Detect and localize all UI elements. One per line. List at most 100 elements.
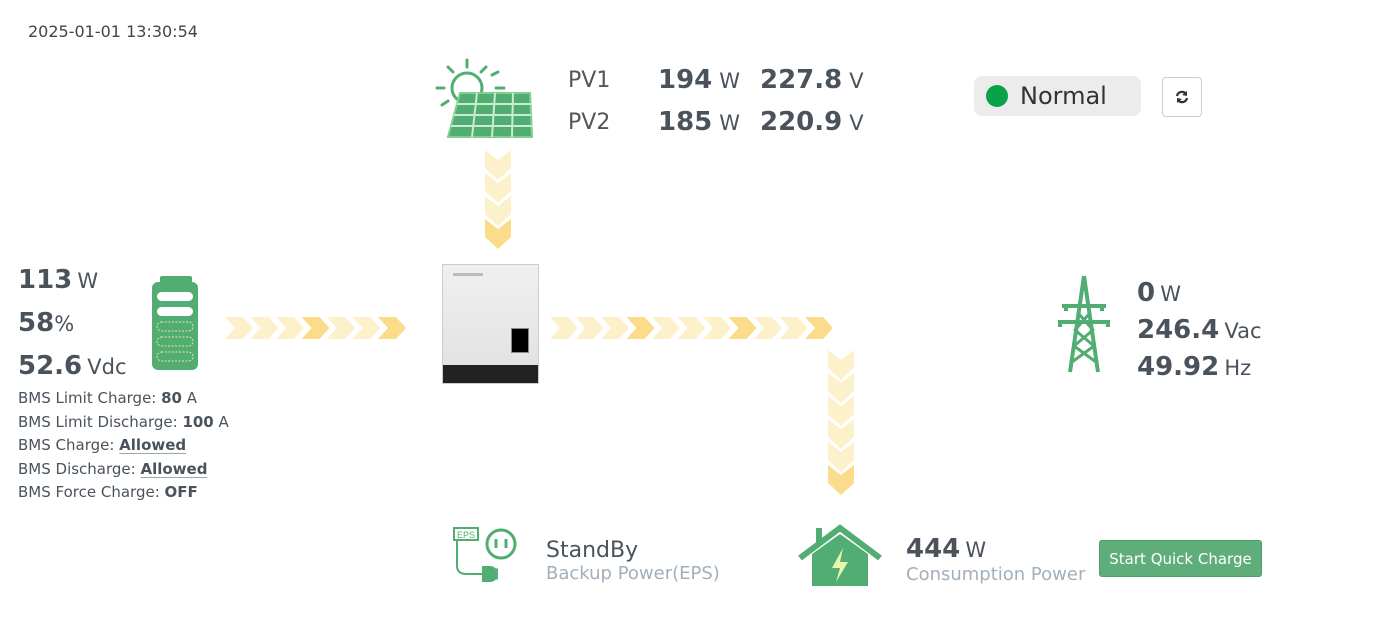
flow-chevron bbox=[677, 317, 706, 339]
consumption-info: 444 W Consumption Power bbox=[906, 534, 1085, 585]
flow-chevron bbox=[828, 396, 854, 426]
status-dot-icon bbox=[986, 85, 1008, 107]
bms-limit-discharge-label: BMS Limit Discharge: bbox=[18, 412, 183, 431]
battery-power-unit: W bbox=[77, 269, 99, 293]
bms-charge-value: Allowed bbox=[119, 436, 187, 454]
battery-voltage: 52.6 bbox=[18, 351, 83, 381]
pv2-power: 185 bbox=[658, 107, 713, 137]
status-badge: Normal bbox=[974, 76, 1141, 116]
flow-chevron bbox=[754, 317, 782, 339]
pv2-voltage: 220.9 bbox=[760, 107, 843, 137]
bms-force-charge-label: BMS Force Charge: bbox=[18, 483, 165, 501]
inverter-base bbox=[443, 365, 538, 383]
house-icon bbox=[798, 524, 882, 586]
grid-frequency-unit: Hz bbox=[1224, 356, 1252, 380]
eps-plug-icon: EPS bbox=[453, 527, 517, 582]
bms-limit-charge-label: BMS Limit Charge: bbox=[18, 389, 162, 407]
consumption-power-unit: W bbox=[965, 538, 987, 562]
refresh-icon bbox=[1175, 90, 1189, 104]
flow-chevron bbox=[352, 317, 381, 339]
flow-chevron bbox=[703, 317, 731, 339]
pv1-voltage: 227.8 bbox=[760, 65, 843, 95]
battery-power: 113 bbox=[18, 265, 73, 295]
grid-power: 0 bbox=[1137, 278, 1156, 308]
grid-power-unit: W bbox=[1160, 282, 1181, 306]
grid-frequency: 49.92 bbox=[1137, 352, 1220, 382]
consumption-power: 444 bbox=[906, 534, 961, 564]
flow-chevron bbox=[728, 317, 757, 339]
flow-chevron bbox=[601, 317, 629, 339]
inverter-display bbox=[511, 328, 529, 353]
eps-info: StandBy Backup Power(EPS) bbox=[546, 538, 720, 584]
bms-force-charge: BMS Force Charge: OFF bbox=[18, 481, 229, 505]
pv1-power: 194 bbox=[658, 65, 713, 95]
flow-chevron bbox=[276, 317, 304, 339]
load-flow-arrow bbox=[828, 350, 854, 495]
pv2-row: PV2 185 W 220.9 V bbox=[568, 101, 864, 143]
flow-chevron bbox=[225, 317, 253, 339]
flow-chevron bbox=[805, 317, 833, 339]
pv1-voltage-unit: V bbox=[849, 69, 864, 93]
flow-chevron bbox=[485, 196, 511, 226]
grid-tower-icon bbox=[1058, 275, 1110, 373]
pv-flow-arrow bbox=[485, 150, 511, 249]
bms-limit-discharge-value: 100 bbox=[182, 412, 214, 431]
pv-readings: PV1 194 W 227.8 V PV2 185 W 220.9 V bbox=[568, 59, 864, 143]
grid-voltage: 246.4 bbox=[1137, 315, 1220, 345]
bms-charge-label: BMS Charge: bbox=[18, 436, 120, 454]
bms-limit-charge-value: 80 bbox=[161, 389, 182, 407]
eps-label: Backup Power(EPS) bbox=[546, 563, 720, 584]
battery-soc-unit: % bbox=[54, 312, 75, 336]
pv2-voltage-unit: V bbox=[849, 111, 864, 135]
bms-discharge-label: BMS Discharge: bbox=[18, 459, 141, 478]
flow-chevron bbox=[828, 350, 854, 380]
pv2-power-unit: W bbox=[719, 111, 741, 135]
flow-chevron bbox=[828, 465, 854, 495]
bms-limit-charge: BMS Limit Charge: 80 A bbox=[18, 387, 229, 411]
bms-charge: BMS Charge: Allowed bbox=[18, 434, 229, 458]
battery-soc: 58 bbox=[18, 308, 55, 338]
bms-limit-discharge: BMS Limit Discharge: 100 A bbox=[18, 411, 229, 435]
flow-chevron bbox=[779, 317, 808, 339]
flow-chevron bbox=[652, 317, 680, 339]
bms-discharge: BMS Discharge: Allowed bbox=[18, 458, 229, 482]
eps-status: StandBy bbox=[546, 538, 639, 563]
flow-chevron bbox=[575, 317, 604, 339]
flow-chevron bbox=[485, 173, 511, 203]
battery-flow-arrow bbox=[225, 317, 406, 339]
inverter-logo bbox=[453, 273, 483, 276]
flow-chevron bbox=[378, 317, 406, 339]
flow-chevron bbox=[828, 419, 854, 449]
flow-chevron bbox=[626, 317, 655, 339]
battery-voltage-unit: Vdc bbox=[87, 355, 127, 379]
solar-panel-icon bbox=[435, 58, 534, 138]
bms-limit-discharge-unit: A bbox=[213, 412, 229, 431]
pv1-power-unit: W bbox=[719, 69, 741, 93]
flow-chevron bbox=[828, 373, 854, 403]
svg-text:EPS: EPS bbox=[457, 530, 475, 540]
battery-icon bbox=[152, 276, 198, 370]
bms-force-charge-value: OFF bbox=[164, 483, 198, 501]
bms-info: BMS Limit Charge: 80 A BMS Limit Dischar… bbox=[18, 387, 229, 505]
grid-voltage-unit: Vac bbox=[1224, 319, 1262, 343]
grid-readings: 0 W 246.4 Vac 49.92 Hz bbox=[1137, 276, 1262, 387]
grid-flow-arrow bbox=[550, 317, 833, 339]
pv1-label: PV1 bbox=[568, 67, 611, 93]
flow-chevron bbox=[485, 150, 511, 180]
pv2-label: PV2 bbox=[568, 109, 611, 135]
start-quick-charge-button[interactable]: Start Quick Charge bbox=[1099, 540, 1262, 577]
bms-discharge-value: Allowed bbox=[140, 459, 208, 478]
battery-readings: 113 W 58% 52.6 Vdc bbox=[18, 260, 127, 389]
status-label: Normal bbox=[1020, 82, 1107, 110]
flow-chevron bbox=[250, 317, 279, 339]
pv1-row: PV1 194 W 227.8 V bbox=[568, 59, 864, 101]
consumption-label: Consumption Power bbox=[906, 564, 1086, 585]
bms-limit-charge-unit: A bbox=[182, 389, 198, 407]
flow-chevron bbox=[301, 317, 330, 339]
timestamp: 2025-01-01 13:30:54 bbox=[28, 22, 198, 41]
flow-chevron bbox=[485, 219, 511, 249]
flow-chevron bbox=[327, 317, 355, 339]
flow-chevron bbox=[550, 317, 578, 339]
inverter-image bbox=[442, 264, 539, 384]
refresh-button[interactable] bbox=[1162, 77, 1202, 117]
